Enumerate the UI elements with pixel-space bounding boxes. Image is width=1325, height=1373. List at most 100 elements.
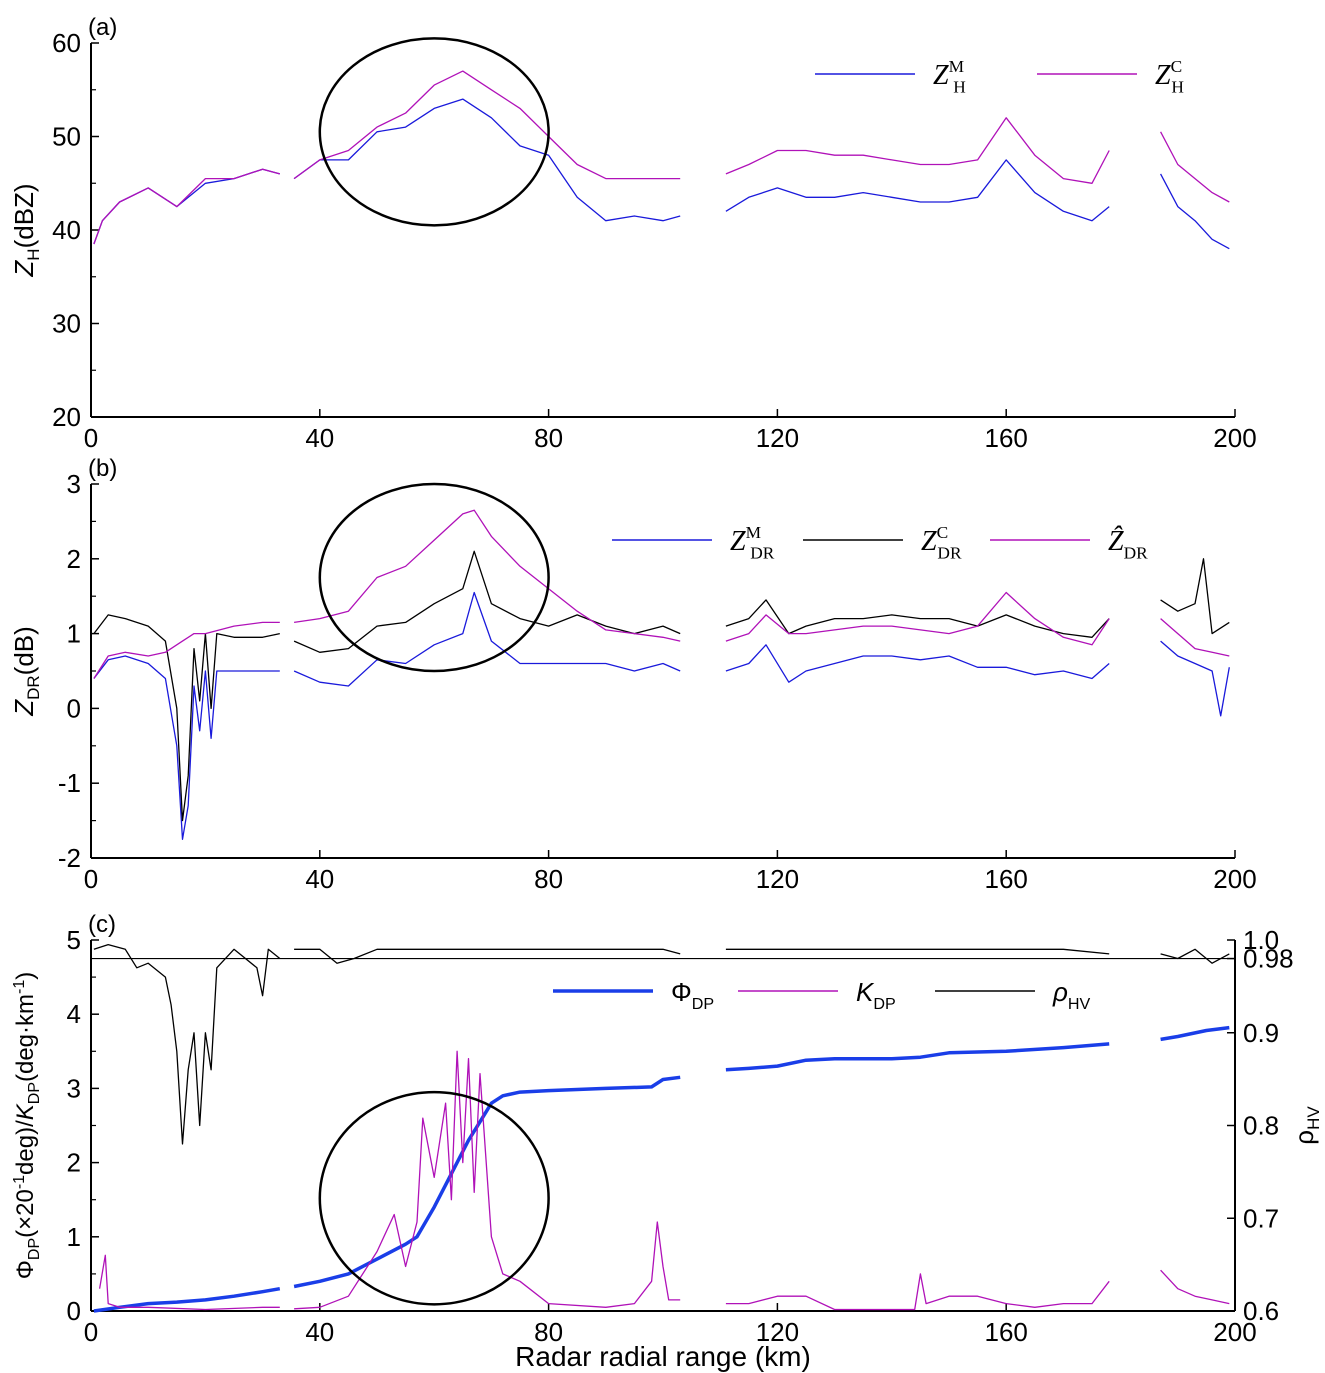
legend-label-1-main: Z — [1155, 60, 1171, 91]
x-tick-label: 0 — [84, 1317, 98, 1347]
highlight-circle — [318, 1090, 550, 1306]
y-tick-label: 40 — [52, 215, 81, 245]
legend-label-0-sup: M — [746, 523, 761, 542]
x-tick-label: 160 — [985, 1317, 1028, 1347]
series-line-0-segment-2 — [725, 159, 1110, 222]
y-label-unit: (dBZ) — [9, 183, 39, 248]
legend-label-0: ZM H — [933, 57, 966, 96]
x-axis-label: Radar radial range (km) — [515, 1341, 811, 1372]
series-line-1-segment-2 — [725, 599, 1110, 638]
legend-label-0: ZM DR — [730, 523, 775, 562]
y-label-part: DP — [26, 1082, 43, 1104]
legend-label-0-sub: DR — [750, 543, 775, 562]
y-label-sub: H — [24, 248, 43, 260]
legend-label-1-sub: DR — [937, 543, 962, 562]
y-label-part: Φ — [12, 1260, 39, 1279]
legend-label-1: KDP — [856, 977, 896, 1013]
y-tick-label: 5 — [67, 925, 81, 955]
y-tick-label: -1 — [58, 768, 81, 798]
y-label-sub: DR — [24, 675, 43, 700]
highlight-circle — [318, 482, 550, 673]
x-tick-label: 40 — [305, 423, 334, 453]
series-line-1-segment-2 — [725, 117, 1110, 184]
x-tick-label: 200 — [1213, 1317, 1256, 1347]
x-tick-label: 200 — [1213, 864, 1256, 894]
y-label-part: K — [12, 1103, 39, 1120]
panel-label: (b) — [88, 455, 117, 482]
y-label-main: Z — [9, 260, 39, 278]
y2-tick-label: 1.0 — [1243, 925, 1279, 955]
series-line-2-segment-1 — [294, 948, 681, 964]
x-tick-label: 80 — [534, 1317, 563, 1347]
series-line-1-segment-0 — [93, 614, 280, 822]
legend-label-1: ZC DR — [921, 523, 962, 562]
series-line-1-segment-2 — [725, 1273, 1110, 1311]
y-tick-label: 60 — [52, 28, 81, 58]
series-line-1-segment-3 — [1160, 131, 1230, 203]
y-label-part: -1 — [11, 1175, 28, 1189]
series-line-2-segment-2 — [725, 948, 1110, 955]
x-tick-label: 80 — [534, 423, 563, 453]
y2-tick-label: 0.8 — [1243, 1111, 1279, 1141]
x-tick-label: 160 — [985, 864, 1028, 894]
legend-label-1-main: K — [856, 977, 875, 1007]
legend-label-0: ΦDP — [671, 977, 714, 1013]
y-label-main: Z — [9, 699, 39, 717]
y-tick-label: 2 — [67, 544, 81, 574]
legend-label-1-main: Z — [921, 526, 937, 557]
highlight-circle — [318, 37, 550, 227]
y-axis-label: ZDR(dB) — [9, 626, 43, 717]
legend-label-2: ẐDR — [1108, 526, 1148, 562]
y2-label-sub: HV — [1304, 1106, 1323, 1130]
x-tick-label: 160 — [985, 423, 1028, 453]
y-axis-label: ΦDP(×20-1deg)/KDP(deg·km-1) — [11, 972, 43, 1280]
series-line-2-segment-0 — [93, 943, 281, 1145]
legend-label-2-sub: HV — [1068, 995, 1091, 1013]
y-tick-label: -2 — [58, 843, 81, 873]
series-line-0-segment-0 — [93, 655, 280, 840]
series-line-0-segment-1 — [293, 591, 681, 687]
legend-label-0-sub: DP — [692, 995, 714, 1013]
series-line-1-segment-3 — [1160, 1269, 1230, 1305]
series-line-2-segment-3 — [1160, 948, 1230, 964]
legend-label-1: ZC H — [1155, 57, 1184, 96]
panel-label: (c) — [88, 911, 116, 938]
x-tick-label: 80 — [534, 864, 563, 894]
x-tick-label: 0 — [84, 864, 98, 894]
y-tick-label: 50 — [52, 122, 81, 152]
y-tick-label: 20 — [52, 402, 81, 432]
legend-label-2-main: ρ — [1052, 977, 1068, 1007]
y-tick-label: 4 — [67, 999, 81, 1029]
legend-label-1-sub: H — [1171, 77, 1184, 96]
y-label-part: ) — [12, 972, 39, 980]
y-tick-label: 1 — [67, 619, 81, 649]
x-tick-label: 40 — [305, 1317, 334, 1347]
legend-label-0-main: Φ — [671, 977, 692, 1007]
series-line-1-segment-1 — [293, 70, 681, 180]
y-label-part: DP — [26, 1238, 43, 1260]
y-label-part: -1 — [11, 980, 28, 994]
x-tick-label: 120 — [756, 864, 799, 894]
legend-label-2: ρHV — [1052, 977, 1091, 1013]
series-line-1-segment-0 — [98, 1254, 280, 1311]
series-line-0-segment-2 — [725, 644, 1110, 683]
y-tick-label: 0 — [67, 693, 81, 723]
y2-tick-label: 0.98 — [1243, 944, 1294, 974]
y2-axis-label: ρHV — [1289, 1106, 1323, 1145]
series-line-0-segment-3 — [1160, 173, 1230, 250]
y-tick-label: 1 — [67, 1222, 81, 1252]
series-line-1-segment-1 — [293, 550, 681, 653]
x-tick-label: 40 — [305, 864, 334, 894]
x-tick-label: 0 — [84, 423, 98, 453]
y-tick-label: 2 — [67, 1148, 81, 1178]
legend-label-1-sub: DP — [873, 995, 895, 1013]
series-line-0-segment-2 — [725, 1042, 1110, 1072]
chart-panel-2: 0 40 80 120 160 200 0 1 2 3 4 5 0.6 0.7 0.8 0.9 0.981.0 (… — [11, 911, 1323, 1372]
series-line-2-segment-2 — [725, 591, 1110, 646]
series-line-1-segment-1 — [294, 1050, 681, 1310]
series-line-2-segment-3 — [1160, 618, 1230, 657]
series-line-1-segment-0 — [93, 168, 280, 245]
x-tick-label: 200 — [1213, 423, 1256, 453]
